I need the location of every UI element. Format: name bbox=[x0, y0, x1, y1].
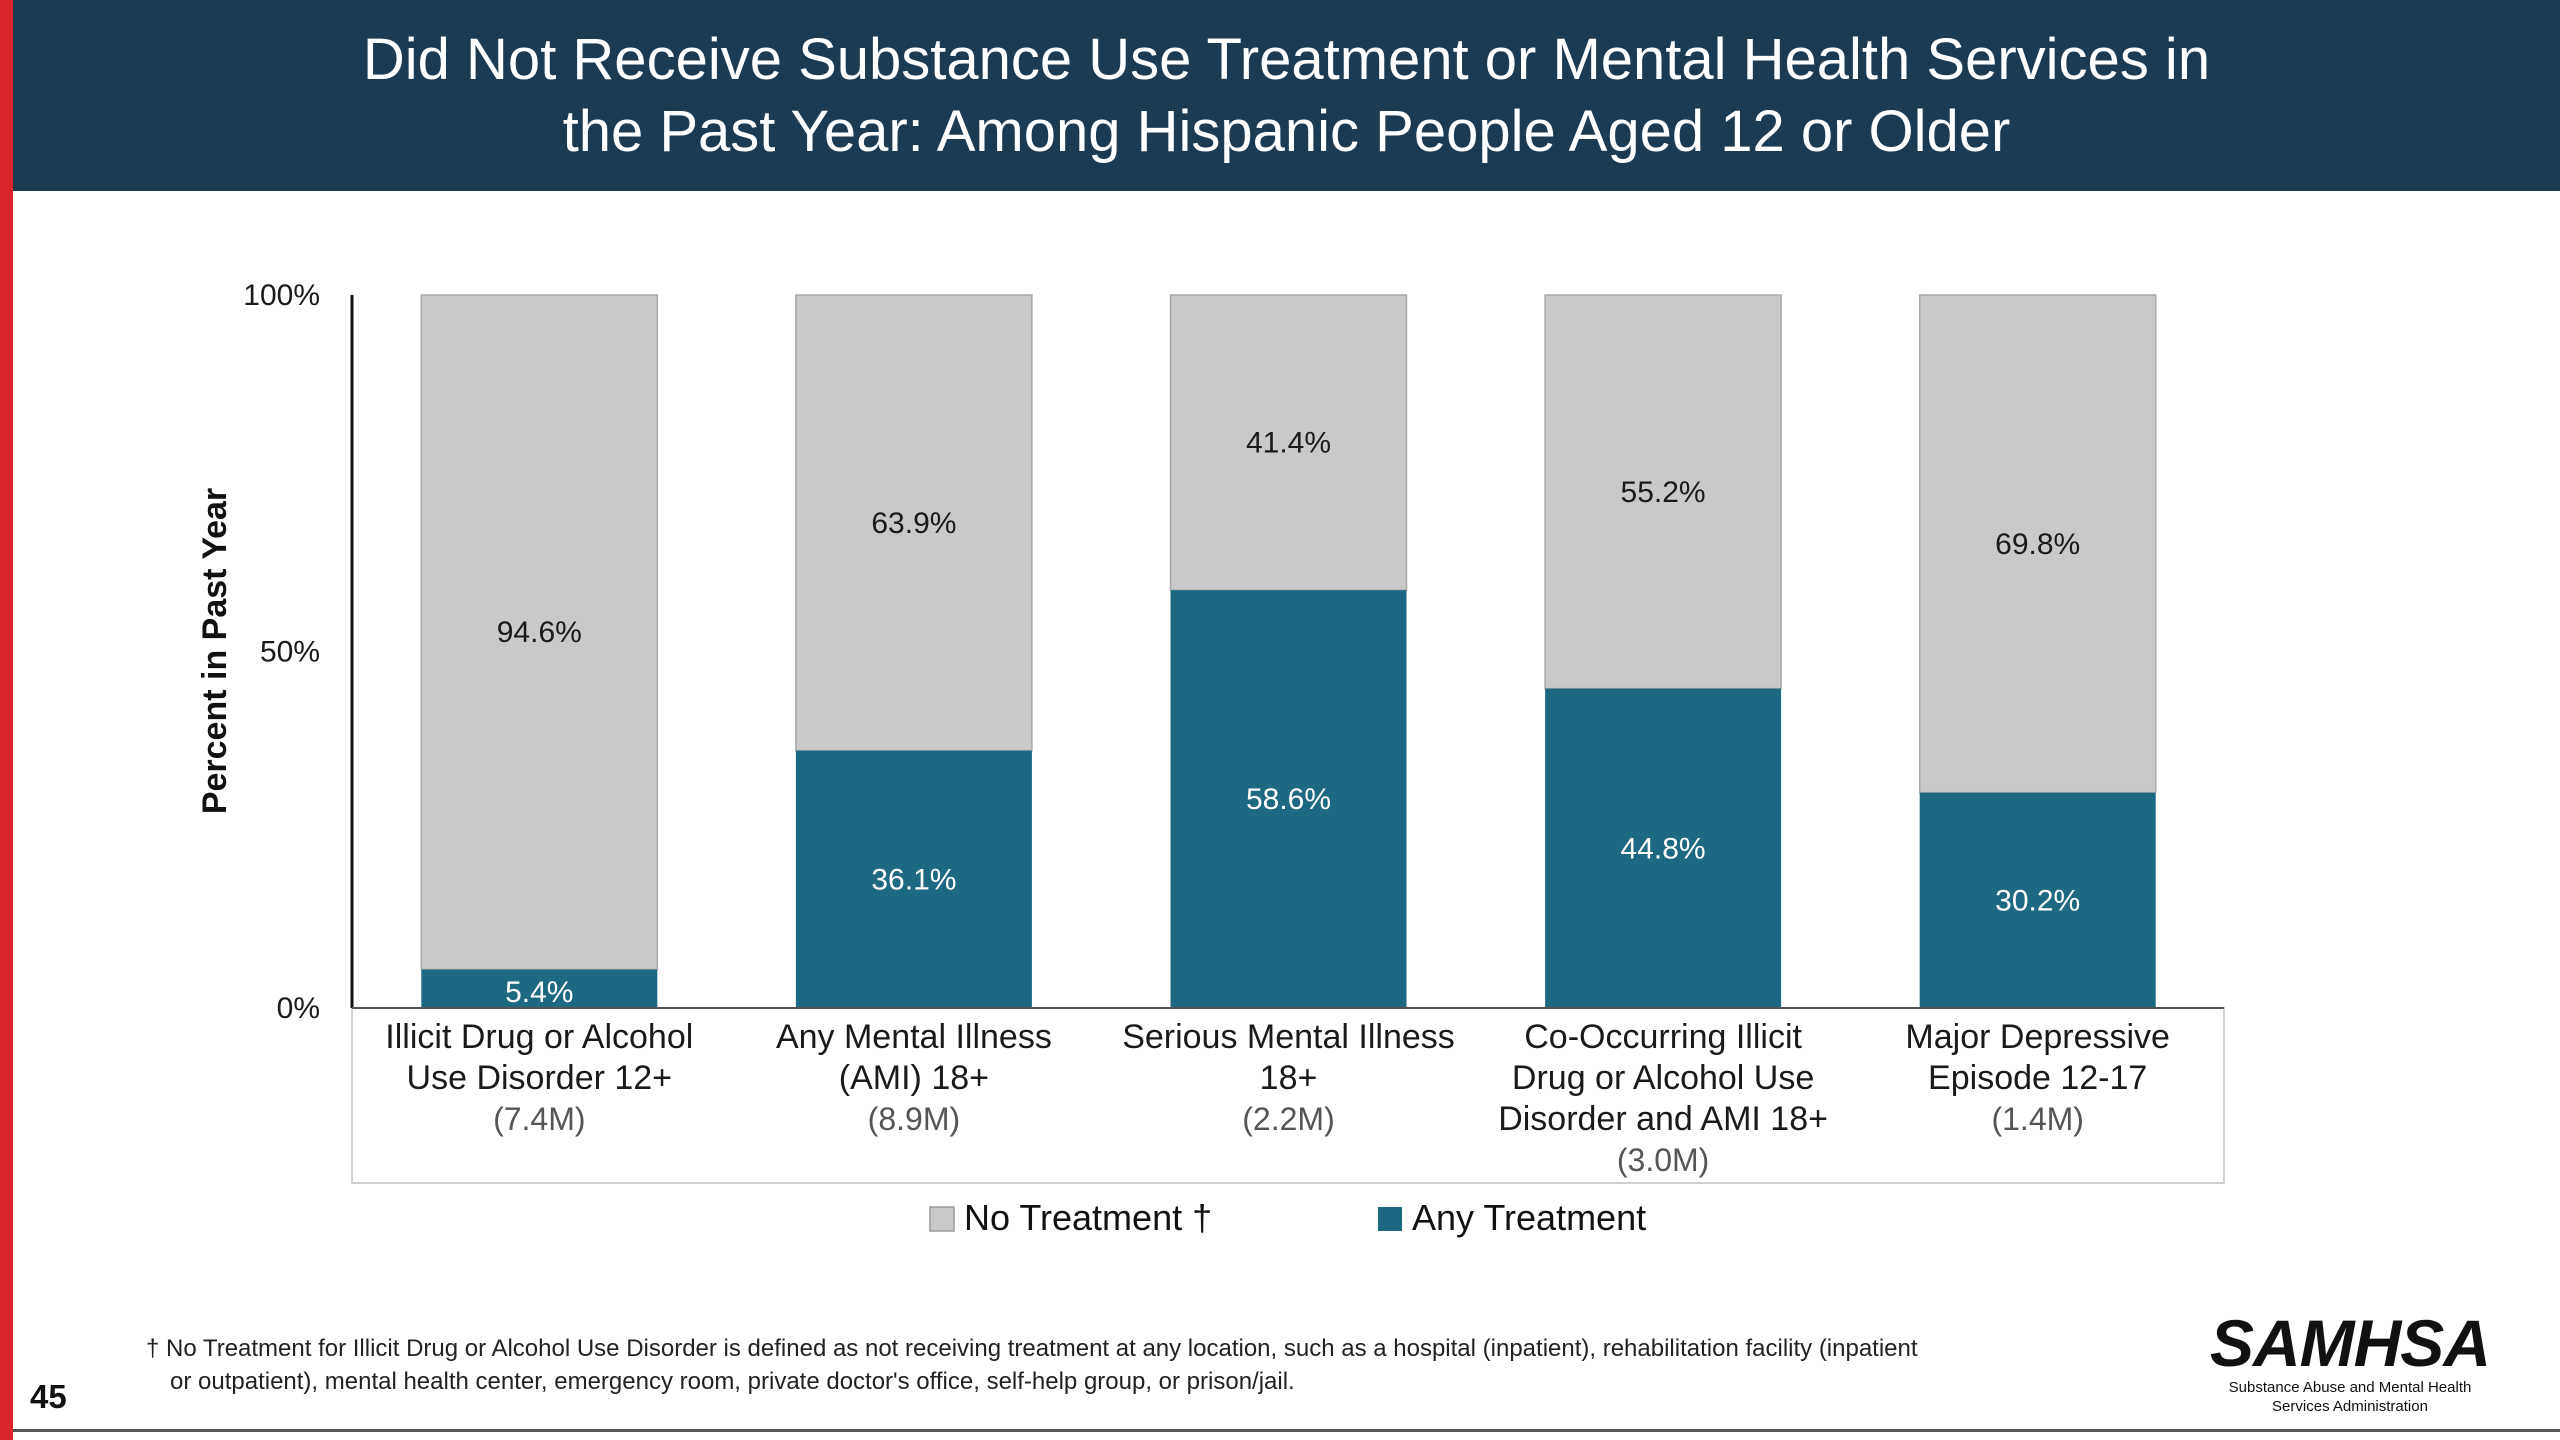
data-label-no-treatment: 63.9% bbox=[871, 507, 956, 540]
data-label-no-treatment: 69.8% bbox=[1995, 528, 2080, 561]
x-tick-label: Episode 12-17 bbox=[1928, 1059, 2147, 1097]
x-tick-label: Use Disorder 12+ bbox=[407, 1059, 673, 1097]
legend-label: No Treatment † bbox=[964, 1197, 1212, 1238]
x-tick-population: (8.9M) bbox=[868, 1101, 960, 1137]
left-accent-bar bbox=[0, 0, 13, 1440]
x-tick-label: Any Mental Illness bbox=[776, 1018, 1052, 1056]
x-tick-label: Illicit Drug or Alcohol bbox=[385, 1018, 693, 1056]
title-bar: Did Not Receive Substance Use Treatment … bbox=[13, 0, 2560, 191]
bottom-rule bbox=[13, 1429, 2560, 1432]
data-label-any-treatment: 58.6% bbox=[1246, 783, 1331, 816]
y-tick-label: 0% bbox=[277, 992, 320, 1025]
data-label-any-treatment: 36.1% bbox=[871, 863, 956, 896]
footnote-line2: or outpatient), mental health center, em… bbox=[170, 1368, 1295, 1395]
bar-any-treatment bbox=[795, 750, 1032, 1008]
slide-title-line1: Did Not Receive Substance Use Treatment … bbox=[362, 26, 2211, 92]
data-label-no-treatment: 41.4% bbox=[1246, 427, 1331, 460]
logo-subtitle-line2: Services Administration bbox=[2272, 1398, 2428, 1415]
bar-any-treatment bbox=[1919, 792, 2156, 1008]
legend-swatch bbox=[1378, 1207, 1402, 1231]
data-label-any-treatment: 44.8% bbox=[1621, 832, 1706, 865]
logo-wordmark: SAMHSA bbox=[2209, 1306, 2491, 1380]
legend-label: Any Treatment bbox=[1412, 1197, 1646, 1238]
x-tick-label: (AMI) 18+ bbox=[839, 1059, 989, 1097]
data-label-any-treatment: 5.4% bbox=[505, 976, 573, 1009]
slide-title: Did Not Receive Substance Use Treatment … bbox=[323, 24, 2250, 168]
x-axis-label-box bbox=[351, 1007, 2225, 1184]
slide-title-line2: the Past Year: Among Hispanic People Age… bbox=[562, 98, 2011, 164]
x-tick-label: 18+ bbox=[1260, 1059, 1318, 1097]
bar-any-treatment bbox=[421, 969, 658, 1008]
bar-no-treatment bbox=[420, 294, 659, 971]
bar-no-treatment bbox=[795, 294, 1033, 752]
data-label-no-treatment: 55.2% bbox=[1621, 476, 1706, 509]
x-tick-population: (2.2M) bbox=[1242, 1101, 1334, 1137]
logo-subtitle-line1: Substance Abuse and Mental Health bbox=[2228, 1379, 2472, 1396]
footnote-line1: † No Treatment for Illicit Drug or Alcoh… bbox=[146, 1335, 1918, 1362]
x-tick-label: Major Depressive bbox=[1905, 1018, 2170, 1056]
x-tick-label: Serious Mental Illness bbox=[1122, 1018, 1455, 1056]
x-tick-label: Disorder and AMI 18+ bbox=[1498, 1100, 1828, 1138]
footnote: † No Treatment for Illicit Drug or Alcoh… bbox=[146, 1332, 2146, 1398]
bar-any-treatment bbox=[1170, 590, 1407, 1008]
x-tick-label: Drug or Alcohol Use bbox=[1512, 1059, 1814, 1097]
y-tick-label: 100% bbox=[243, 279, 320, 312]
legend-swatch bbox=[929, 1206, 955, 1232]
data-label-no-treatment: 94.6% bbox=[497, 616, 582, 649]
page-number: 45 bbox=[30, 1378, 67, 1415]
y-axis-label: Percent in Past Year bbox=[196, 488, 234, 814]
samhsa-logo: SAMHSA Substance Abuse and Mental Health… bbox=[2190, 1308, 2510, 1416]
x-tick-population: (1.4M) bbox=[1991, 1101, 2083, 1137]
bar-any-treatment bbox=[1545, 688, 1782, 1008]
bar-no-treatment bbox=[1544, 294, 1782, 690]
data-label-any-treatment: 30.2% bbox=[1995, 884, 2080, 917]
bar-no-treatment bbox=[1918, 294, 2157, 794]
x-tick-label: Co-Occurring Illicit bbox=[1524, 1018, 1802, 1056]
x-tick-population: (7.4M) bbox=[493, 1101, 585, 1137]
x-tick-population: (3.0M) bbox=[1617, 1142, 1709, 1178]
bar-no-treatment bbox=[1169, 294, 1408, 591]
y-tick-label: 50% bbox=[260, 636, 320, 669]
